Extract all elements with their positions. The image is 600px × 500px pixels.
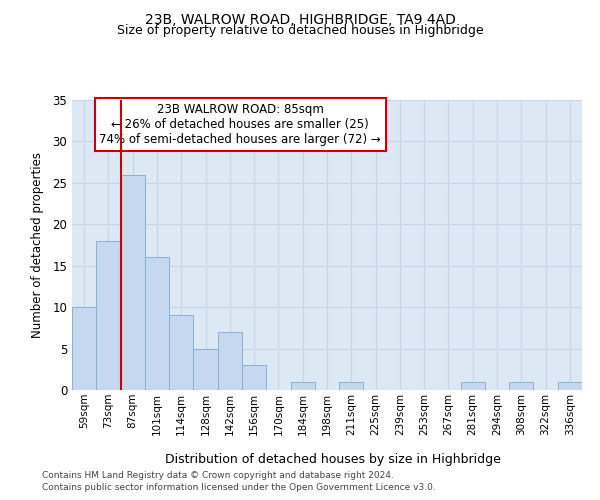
Bar (193, 348, 218, 390)
Bar (121, 174, 145, 390)
Bar (242, 365, 266, 390)
Bar (169, 316, 193, 390)
Bar (96, 241, 121, 390)
Text: 23B WALROW ROAD: 85sqm
← 26% of detached houses are smaller (25)
74% of semi-det: 23B WALROW ROAD: 85sqm ← 26% of detached… (100, 103, 381, 146)
Y-axis label: Number of detached properties: Number of detached properties (31, 152, 44, 338)
Text: Contains public sector information licensed under the Open Government Licence v3: Contains public sector information licen… (42, 484, 436, 492)
Text: Contains HM Land Registry data © Crown copyright and database right 2024.: Contains HM Land Registry data © Crown c… (42, 471, 394, 480)
Bar (218, 332, 242, 390)
Bar (558, 382, 582, 390)
Bar (290, 382, 315, 390)
Text: Size of property relative to detached houses in Highbridge: Size of property relative to detached ho… (116, 24, 484, 37)
Text: Distribution of detached houses by size in Highbridge: Distribution of detached houses by size … (165, 452, 501, 466)
Bar (339, 382, 364, 390)
Bar (145, 258, 169, 390)
Bar (509, 382, 533, 390)
Bar (461, 382, 485, 390)
Text: 23B, WALROW ROAD, HIGHBRIDGE, TA9 4AD: 23B, WALROW ROAD, HIGHBRIDGE, TA9 4AD (145, 12, 455, 26)
Bar (72, 307, 96, 390)
